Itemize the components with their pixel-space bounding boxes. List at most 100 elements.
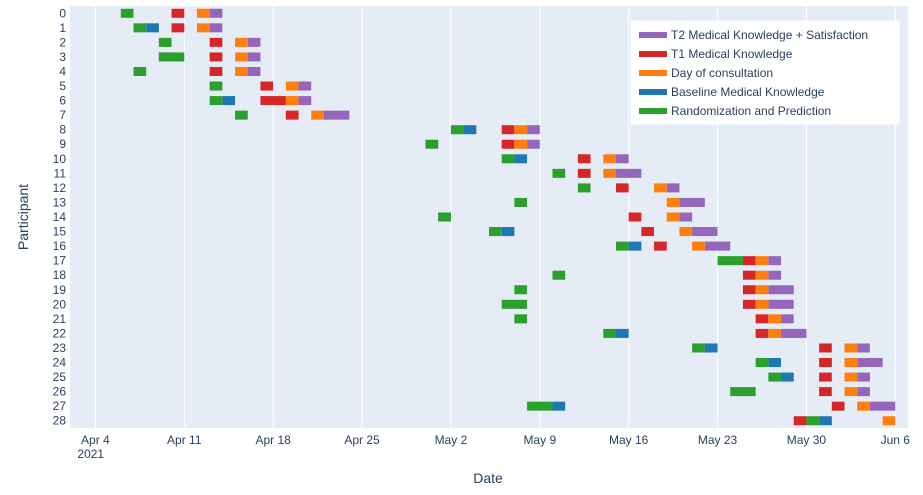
task-bar [819,416,832,426]
x-tick-label: May 9 [523,433,556,447]
task-bar [844,358,858,368]
task-bar [628,212,642,222]
task-bar [654,183,667,193]
task-bar [692,241,705,251]
task-bar [158,37,172,47]
task-bar [552,168,566,178]
task-bar [755,328,769,338]
task-bar [209,52,223,62]
task-bar [755,256,769,266]
y-tick-label: 1 [59,21,66,35]
y-tick-label: 22 [53,326,67,340]
y-tick-label: 28 [53,414,67,428]
task-bar [768,358,782,368]
task-bar [641,227,655,237]
task-bar [450,125,464,135]
task-bar [514,314,528,324]
task-bar [247,37,261,47]
y-tick-label: 5 [59,79,66,93]
task-bar [235,37,248,47]
task-bar [196,8,210,18]
task-bar [260,81,274,91]
y-tick-labels: 0123456789101112131415161718192021222324… [53,6,67,427]
task-bar [768,270,782,280]
task-bar [819,358,832,368]
task-bar [501,139,515,149]
task-bar [501,154,515,164]
task-bar [514,125,528,135]
task-bar [209,96,223,106]
task-bar [514,285,528,295]
task-bar [615,183,629,193]
y-tick-label: 23 [53,341,67,355]
legend[interactable]: T2 Medical Knowledge + Satisfaction T1 Me… [630,20,900,125]
task-bar [831,401,845,411]
y-tick-label: 13 [53,195,67,209]
task-bar [857,358,883,368]
task-bar [425,139,439,149]
task-bar [514,139,528,149]
task-bar [654,241,667,251]
x-axis-title: Date [473,470,503,486]
x-tick-label: May 23 [698,433,738,447]
task-bar [527,125,540,135]
y-axis-title: Participant [15,184,31,250]
task-bar [666,212,680,222]
y-tick-label: 9 [59,137,66,151]
task-bar [692,227,718,237]
task-bar [501,299,528,309]
task-bar [768,328,782,338]
x-tick-label: Apr 11 [167,433,202,447]
task-bar [527,401,553,411]
task-bar [679,212,693,222]
y-tick-label: 19 [53,283,67,297]
task-bar [235,52,248,62]
task-bar [146,23,159,33]
task-bar [844,372,858,382]
task-bar [196,23,210,33]
y-tick-label: 25 [53,370,67,384]
task-bar [603,168,616,178]
task-bar [171,8,185,18]
y-tick-label: 15 [53,225,67,239]
task-bar [158,52,185,62]
y-tick-label: 11 [54,166,67,180]
legend-label: T2 Medical Knowledge + Satisfaction [671,28,868,42]
task-bar [235,66,248,76]
task-bar [209,37,223,47]
task-bar [781,328,807,338]
task-bar [819,343,832,353]
task-bar [679,197,705,207]
task-bar [577,168,591,178]
task-bar [463,125,477,135]
task-bar [285,81,299,91]
y-tick-label: 20 [53,297,67,311]
legend-label: Randomization and Prediction [671,104,831,118]
task-bar [247,66,261,76]
task-bar [755,358,769,368]
task-bar [209,66,223,76]
task-bar [222,96,236,106]
task-bar [768,256,782,266]
task-bar [742,256,756,266]
task-bar [603,328,616,338]
task-bar [768,299,794,309]
y-tick-label: 12 [53,181,67,195]
task-bar [755,270,769,280]
task-bar [311,110,324,120]
task-bar [298,81,312,91]
x-tick-label: May 2 [435,433,468,447]
x-tick-label: May 30 [787,433,827,447]
task-bar [742,285,756,295]
y-tick-label: 10 [53,152,67,166]
y-tick-label: 8 [59,123,66,137]
x-tick-label: Apr 25 [344,433,380,447]
x-tick-label: Jun 6 [881,433,911,447]
x-tick-label: Apr 18 [255,433,291,447]
y-tick-label: 18 [53,268,67,282]
task-bar [819,387,832,397]
task-bar [209,81,223,91]
